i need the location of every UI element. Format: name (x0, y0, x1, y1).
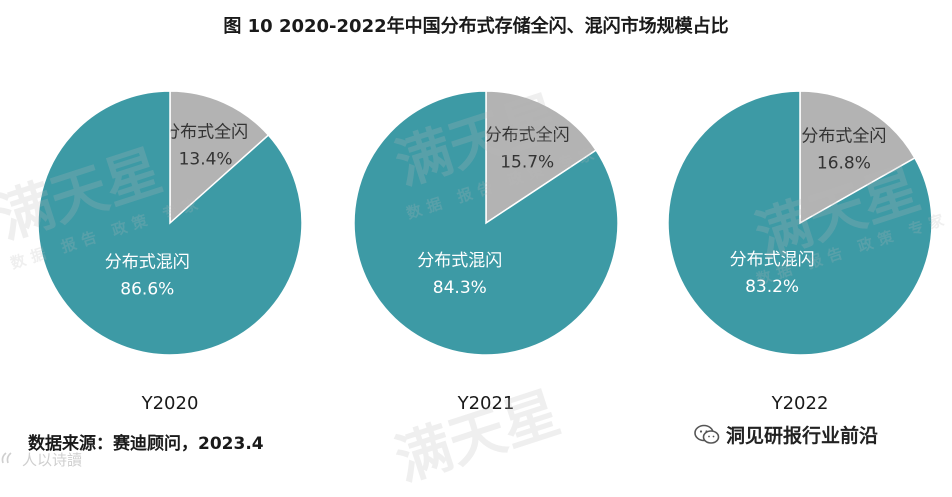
pie-charts: 分布式全闪 13.4% 分布式混闪 86.6% Y2020 分布式全闪 15.7% 分布式混闪… (37, 90, 933, 414)
slice-value-label: 83.2% (745, 277, 799, 297)
pie-slice-hybrid-flash (37, 90, 303, 356)
pie-slice-all-flash (799, 90, 916, 225)
pie-year-label: Y2022 (771, 393, 829, 414)
logo-icon (0, 450, 18, 470)
slice-label: 分布式混闪 (105, 253, 190, 273)
corner-mark: 人以诗讀 (0, 449, 82, 470)
brand-signature: 洞见研报行业前沿 (694, 421, 878, 448)
chart-title: 图 10 2020-2022年中国分布式存储全闪、混闪市场规模占比 (223, 16, 729, 37)
slice-label: 分布式全闪 (485, 125, 570, 145)
pie-year-label: Y2021 (457, 393, 515, 414)
slice-label: 分布式全闪 (163, 123, 248, 143)
data-source-note: 数据来源：赛迪顾问，2023.4 (28, 434, 264, 454)
slice-label: 分布式全闪 (801, 127, 886, 147)
corner-mark-label: 人以诗讀 (22, 451, 83, 469)
brand-label: 洞见研报行业前沿 (726, 425, 879, 447)
wechat-icon (694, 424, 720, 446)
pie-slice-hybrid-flash (667, 90, 933, 356)
slice-value-label: 86.6% (120, 280, 174, 300)
pie-slice-hybrid-flash (353, 90, 619, 356)
slice-label: 分布式混闪 (417, 251, 502, 271)
slice-value-label: 13.4% (179, 150, 233, 170)
slice-label: 分布式混闪 (730, 250, 815, 270)
slice-value-label: 84.3% (433, 278, 487, 298)
pie-year-label: Y2020 (141, 393, 199, 414)
pie-slice-all-flash (485, 90, 598, 225)
pie-slice-all-flash (169, 90, 270, 225)
slice-value-label: 15.7% (500, 152, 554, 172)
slice-value-label: 16.8% (817, 154, 871, 174)
